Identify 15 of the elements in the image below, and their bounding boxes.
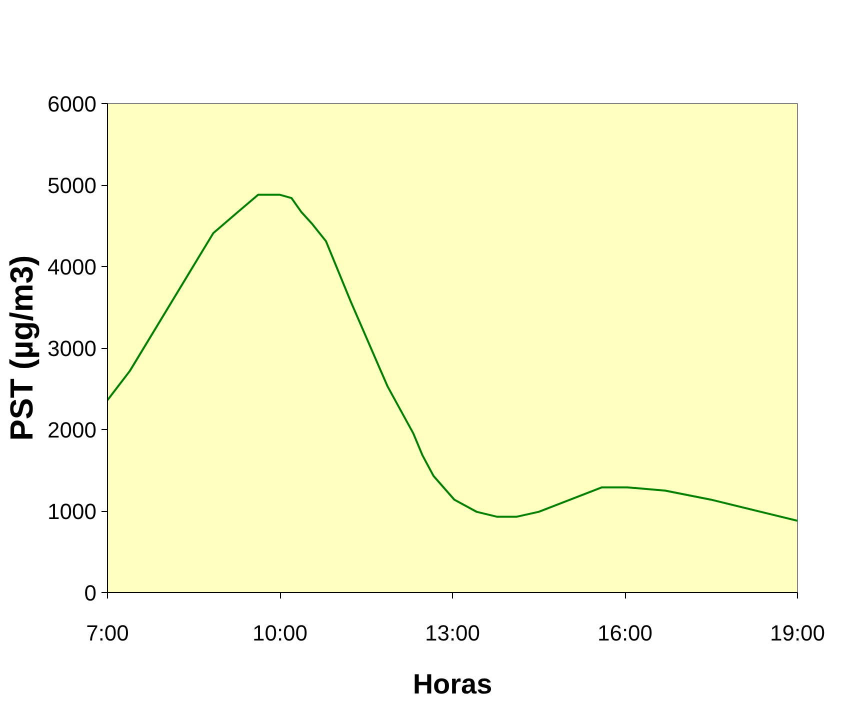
- x-tick-label: 13:00: [424, 620, 480, 646]
- y-tick-label: 1000: [48, 499, 97, 524]
- y-tick-label: 6000: [48, 92, 97, 116]
- x-tick-label: 10:00: [252, 620, 308, 646]
- line-series: [108, 194, 798, 522]
- x-axis-title: Horas: [412, 668, 492, 700]
- y-tick-label: 4000: [48, 254, 97, 280]
- y-tick-label: 0: [84, 580, 97, 606]
- y-tick-label: 2000: [48, 418, 97, 442]
- x-tick-label: 16:00: [597, 620, 653, 646]
- x-tick-label: 7:00: [86, 620, 129, 646]
- x-tick-label: 19:00: [770, 620, 826, 646]
- y-tick-label: 5000: [48, 173, 97, 198]
- y-tick-label: 3000: [48, 336, 97, 361]
- y-axis-title: PST (µg/m3): [4, 255, 40, 441]
